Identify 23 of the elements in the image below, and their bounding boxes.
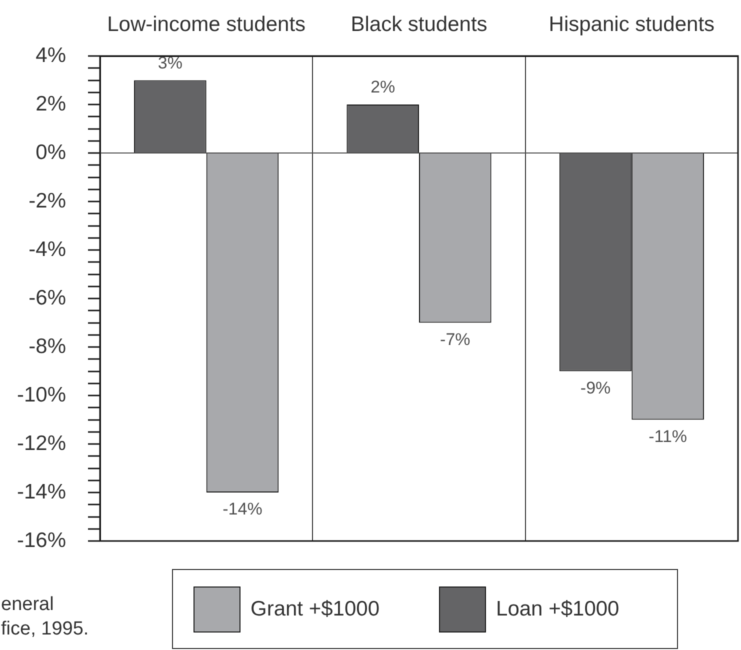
- y-tick-label: -12%: [16, 432, 66, 455]
- y-tick-label: -2%: [28, 189, 66, 212]
- data-label: -9%: [580, 378, 611, 398]
- data-label: 3%: [158, 53, 182, 72]
- y-tick-label: 4%: [36, 44, 66, 67]
- data-label: -11%: [648, 426, 688, 446]
- text: eneral fice, 1995.: [1, 594, 89, 640]
- x-tick-label: Hispanic students: [548, 13, 715, 36]
- x-tick-label: Black students: [350, 13, 488, 36]
- y-tick-label: -14%: [16, 480, 66, 504]
- data-label: 2%: [370, 78, 396, 97]
- y-tick-label: -10%: [16, 383, 66, 406]
- legend-label: Grant +$1000: [250, 597, 380, 620]
- y-tick-label: -16%: [16, 528, 66, 552]
- y-tick-label: -4%: [28, 238, 66, 261]
- y-tick-label: -6%: [28, 286, 66, 310]
- data-label: -7%: [440, 330, 470, 349]
- legend-label: Loan +$1000: [496, 597, 620, 620]
- data-label: -14%: [222, 500, 262, 519]
- x-tick-label: Low-income students: [107, 13, 306, 36]
- y-tick-label: -8%: [28, 334, 66, 358]
- y-tick-label: 0%: [36, 140, 66, 164]
- y-tick-label: 2%: [36, 92, 66, 116]
